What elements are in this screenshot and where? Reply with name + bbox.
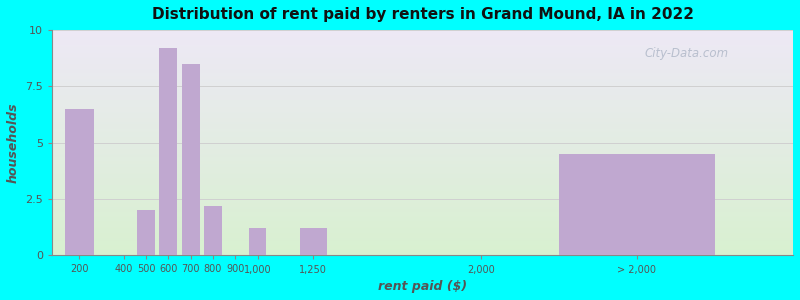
Bar (204, 206, 222, 256)
Bar (159, 48, 178, 256)
Text: City-Data.com: City-Data.com (645, 47, 729, 60)
Bar (182, 64, 199, 256)
Bar (249, 228, 266, 256)
X-axis label: rent paid ($): rent paid ($) (378, 280, 467, 293)
Bar (558, 154, 715, 256)
Bar (65, 109, 94, 256)
Bar (137, 210, 155, 256)
Bar (300, 228, 326, 256)
Title: Distribution of rent paid by renters in Grand Mound, IA in 2022: Distribution of rent paid by renters in … (152, 7, 694, 22)
Y-axis label: households: households (7, 103, 20, 183)
